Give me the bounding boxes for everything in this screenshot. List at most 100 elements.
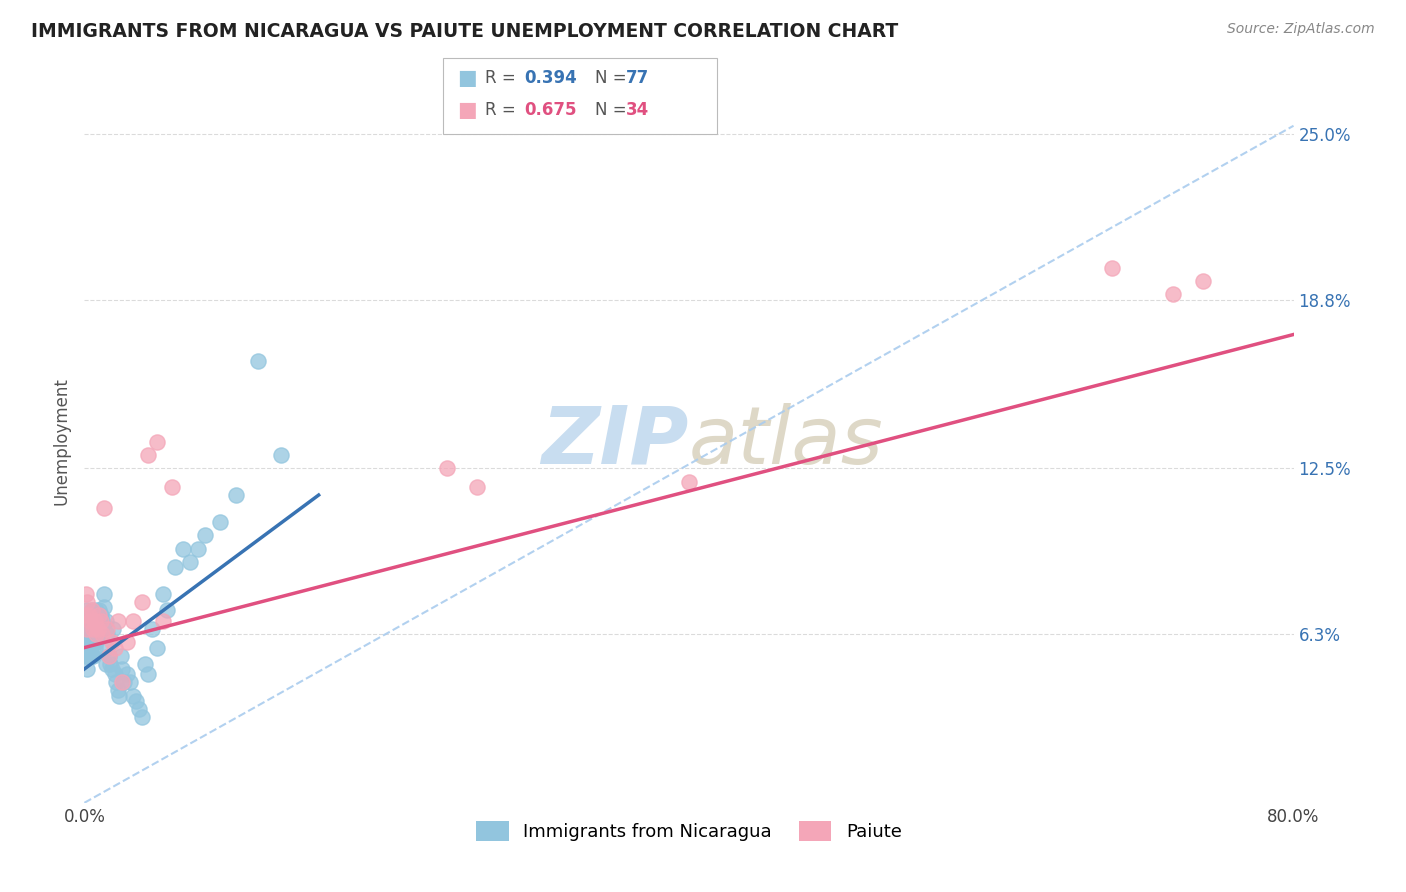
Point: [84, 614, 107, 628]
Text: IMMIGRANTS FROM NICARAGUA VS PAIUTE UNEMPLOYMENT CORRELATION CHART: IMMIGRANTS FROM NICARAGUA VS PAIUTE UNEM…: [31, 22, 898, 41]
Point: [247, 354, 270, 368]
Point: [100, 635, 122, 649]
Point: [80, 603, 103, 617]
Point: [87, 627, 110, 641]
Text: 0.394: 0.394: [524, 69, 578, 87]
Point: [77, 608, 100, 623]
Point: [179, 555, 201, 569]
Point: [93, 501, 115, 516]
Point: [79, 614, 101, 628]
Point: [104, 640, 127, 655]
Point: [91, 614, 114, 628]
Point: [131, 710, 153, 724]
Point: [115, 667, 138, 681]
Point: [89, 608, 111, 623]
Point: [80, 622, 103, 636]
Text: 77: 77: [626, 69, 650, 87]
Point: [76, 662, 98, 676]
Point: [115, 635, 138, 649]
Point: [270, 448, 292, 462]
Point: [111, 662, 134, 676]
Point: [93, 600, 115, 615]
Point: [436, 461, 458, 475]
Text: atlas: atlas: [689, 402, 884, 481]
Point: [187, 541, 209, 556]
Text: ■: ■: [457, 68, 477, 87]
Point: [89, 603, 111, 617]
Point: [89, 616, 111, 631]
Point: [107, 683, 129, 698]
Point: [156, 603, 179, 617]
Point: [101, 622, 124, 636]
Point: [77, 622, 100, 636]
Point: [75, 640, 97, 655]
Point: [94, 614, 117, 628]
Point: [136, 448, 159, 462]
Point: [86, 622, 108, 636]
Point: [152, 614, 174, 628]
Point: [194, 528, 217, 542]
Point: [678, 475, 700, 489]
Point: [97, 648, 120, 663]
Point: [90, 608, 112, 623]
Text: N =: N =: [595, 69, 631, 87]
Point: [80, 603, 103, 617]
Point: [98, 657, 121, 671]
Point: [84, 627, 107, 641]
Text: Source: ZipAtlas.com: Source: ZipAtlas.com: [1227, 22, 1375, 37]
Point: [225, 488, 247, 502]
Point: [75, 627, 97, 641]
Point: [136, 667, 159, 681]
Point: [86, 635, 108, 649]
Point: [93, 587, 115, 601]
Point: [89, 630, 111, 644]
Text: ■: ■: [457, 100, 477, 120]
Point: [80, 635, 103, 649]
Point: [90, 622, 112, 636]
Point: [1192, 274, 1215, 288]
Point: [100, 662, 122, 676]
Point: [82, 622, 104, 636]
Point: [96, 622, 118, 636]
Point: [75, 608, 97, 623]
Point: [146, 434, 169, 449]
Point: [107, 614, 129, 628]
Point: [77, 635, 100, 649]
Point: [94, 657, 117, 671]
Point: [104, 667, 127, 681]
Point: [209, 515, 232, 529]
Point: [84, 640, 107, 655]
Point: [128, 702, 150, 716]
Point: [76, 648, 98, 663]
Point: [111, 675, 134, 690]
Point: [82, 648, 104, 663]
Text: N =: N =: [595, 101, 631, 119]
Point: [79, 627, 101, 641]
Y-axis label: Unemployment: Unemployment: [52, 377, 70, 506]
Point: [82, 635, 104, 649]
Point: [1101, 260, 1123, 275]
Point: [75, 614, 97, 628]
Point: [112, 675, 135, 690]
Point: [75, 648, 97, 663]
Point: [96, 627, 118, 641]
Point: [90, 614, 112, 628]
Point: [160, 480, 183, 494]
Point: [97, 648, 120, 663]
Point: [172, 541, 194, 556]
Point: [76, 622, 98, 636]
Point: [82, 622, 104, 636]
Point: [76, 595, 98, 609]
Text: 34: 34: [626, 101, 650, 119]
Text: R =: R =: [485, 101, 522, 119]
Point: [118, 675, 141, 690]
Point: [84, 614, 107, 628]
Point: [91, 627, 114, 641]
Legend: Immigrants from Nicaragua, Paiute: Immigrants from Nicaragua, Paiute: [470, 814, 908, 848]
Point: [131, 595, 153, 609]
Point: [121, 689, 143, 703]
Point: [141, 622, 163, 636]
Point: [87, 614, 110, 628]
Point: [121, 614, 143, 628]
Point: [467, 480, 489, 494]
